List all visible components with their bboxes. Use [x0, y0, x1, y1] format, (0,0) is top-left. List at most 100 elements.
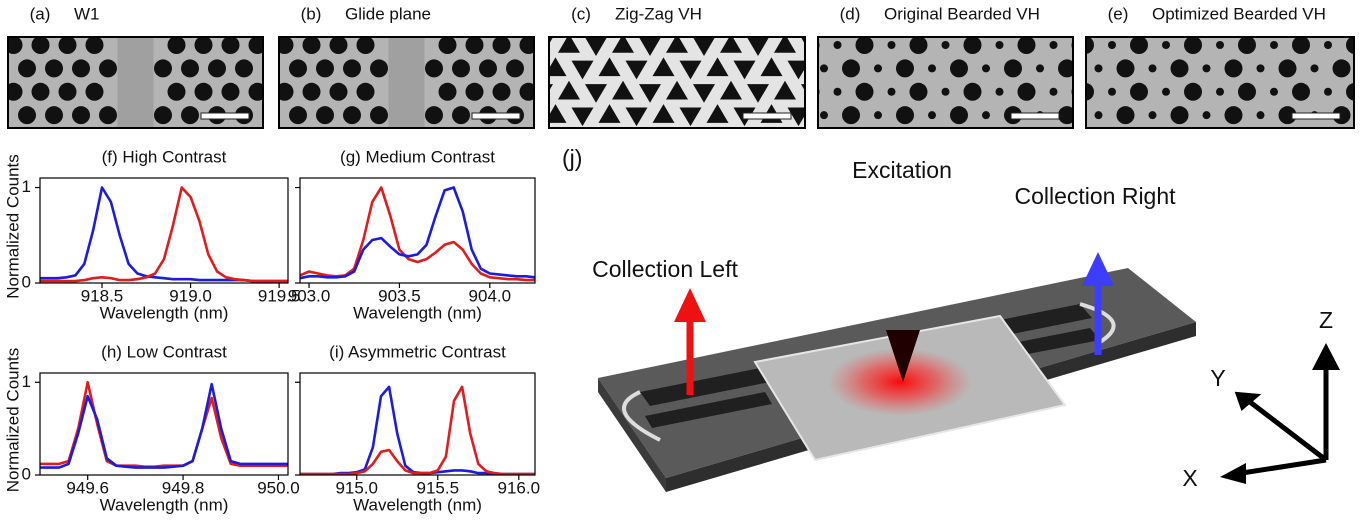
- hole: [1149, 64, 1157, 72]
- x-tick-label: 949.8: [162, 478, 205, 497]
- hole: [1018, 83, 1036, 101]
- hole: [747, 131, 769, 150]
- hole: [439, 83, 457, 101]
- hole: [506, 59, 524, 77]
- scale-bar: [1292, 113, 1340, 119]
- chart-title: (f) High Contrast: [102, 147, 227, 166]
- hole: [289, 59, 307, 77]
- panel-label: (c): [571, 4, 591, 23]
- hole: [452, 106, 470, 124]
- hole: [1149, 111, 1157, 119]
- hole: [1292, 36, 1310, 54]
- spectrum-line: [300, 387, 535, 474]
- collection-left-label: Collection Left: [592, 256, 738, 282]
- hole: [1130, 36, 1148, 54]
- hole: [45, 59, 63, 77]
- chart-title: (i) Asymmetric Contrast: [329, 342, 506, 361]
- x-tick-label: 918.5: [81, 286, 124, 305]
- hole: [222, 130, 240, 148]
- defect: [389, 37, 425, 128]
- hole: [982, 111, 990, 119]
- hole: [357, 83, 375, 101]
- hole: [249, 130, 267, 148]
- hole: [693, 131, 715, 150]
- hole: [1225, 59, 1243, 77]
- hole: [720, 128, 742, 147]
- hole: [18, 106, 36, 124]
- hole: [425, 106, 443, 124]
- hole: [154, 59, 172, 77]
- sem-image: [1054, 36, 1365, 148]
- hole: [330, 130, 348, 148]
- hole: [1095, 64, 1103, 72]
- y-axis-label: Normalized Counts: [3, 348, 22, 493]
- hole: [1108, 88, 1116, 96]
- spectrum-line: [300, 387, 535, 474]
- hole: [874, 111, 882, 119]
- hole: [59, 83, 77, 101]
- panel-title: Zig-Zag VH: [615, 4, 702, 23]
- hole: [504, 128, 526, 147]
- hole: [1333, 59, 1351, 77]
- hole: [1238, 130, 1256, 148]
- y-tick-label: 1: [22, 177, 31, 196]
- hole: [99, 59, 117, 77]
- hole: [303, 36, 321, 54]
- hole: [303, 130, 321, 148]
- hole: [452, 59, 470, 77]
- panel-label: (b): [301, 4, 322, 23]
- hole: [32, 83, 50, 101]
- hole: [222, 83, 240, 101]
- hole: [896, 106, 914, 124]
- hole: [1050, 135, 1058, 143]
- hole: [928, 64, 936, 72]
- hole: [820, 111, 828, 119]
- hole: [439, 130, 457, 148]
- hole: [235, 59, 253, 77]
- x-tick-label: 916.0: [498, 478, 541, 497]
- x-tick-label: 915.5: [416, 478, 459, 497]
- coordinate-axes: [1242, 365, 1326, 473]
- spectra: (f) High ContrastWavelength (nm)Normaliz…: [3, 147, 540, 514]
- hole: [834, 88, 842, 96]
- chart: (f) High ContrastWavelength (nm)Normaliz…: [3, 147, 300, 322]
- hole: [479, 59, 497, 77]
- hole: [1108, 41, 1116, 49]
- hole: [222, 130, 240, 148]
- hole: [874, 64, 882, 72]
- plot-frame: [40, 178, 288, 283]
- spectrum-line: [40, 384, 288, 468]
- hole: [168, 83, 186, 101]
- hole: [168, 36, 186, 54]
- hole: [99, 106, 117, 124]
- hole: [86, 36, 104, 54]
- hole: [558, 128, 580, 147]
- hole: [181, 106, 199, 124]
- hole: [72, 106, 90, 124]
- hole: [1095, 111, 1103, 119]
- plot-frame: [300, 178, 535, 283]
- hole: [1130, 83, 1148, 101]
- hole: [856, 83, 874, 101]
- hole: [1270, 88, 1278, 96]
- hole: [1036, 64, 1044, 72]
- y-tick-label: 1: [22, 372, 31, 391]
- hole: [942, 88, 950, 96]
- hole: [1184, 36, 1202, 54]
- hole: [1279, 59, 1297, 77]
- x-tick-label: 949.6: [66, 478, 109, 497]
- hole: [357, 36, 375, 54]
- hole: [802, 130, 820, 148]
- hole: [666, 128, 688, 147]
- sem-image: [780, 36, 1131, 148]
- hole: [1216, 88, 1224, 96]
- hole: [370, 59, 388, 77]
- hole: [330, 83, 348, 101]
- hole: [195, 83, 213, 101]
- y-tick-label: 0: [22, 272, 31, 291]
- defect: [118, 37, 154, 128]
- hole: [5, 130, 23, 148]
- hole: [466, 36, 484, 54]
- hole: [834, 41, 842, 49]
- hole: [1072, 130, 1090, 148]
